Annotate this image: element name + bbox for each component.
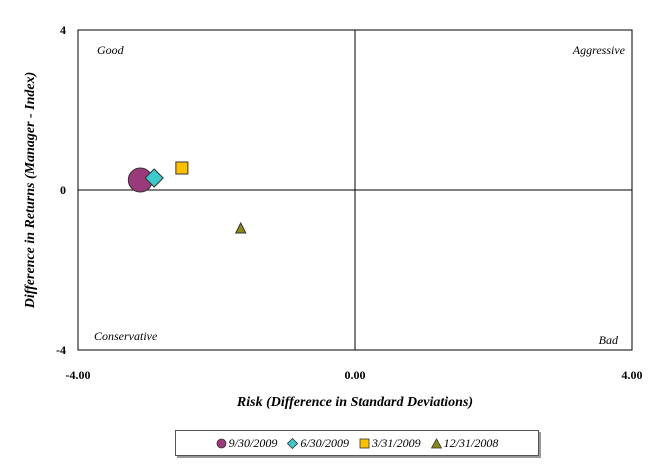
legend-item: 9/30/2009 [216, 435, 278, 451]
legend-label: 6/30/2009 [300, 435, 349, 450]
legend-triangle-marker [430, 437, 442, 448]
legend-square-marker [359, 438, 370, 448]
x-tick-label: -4.00 [66, 368, 91, 382]
legend-item: 3/31/2009 [359, 436, 421, 451]
quadrant-label-good: Good [97, 43, 125, 57]
legend-label: 9/30/2009 [228, 435, 278, 450]
x-tick-label: 0.00 [345, 368, 366, 382]
y-axis-title: Difference in Returns (Manager - Index) [23, 72, 38, 310]
legend: 9/30/2009 6/30/2009 3/31/2009 12/31/2008 [175, 430, 539, 456]
quadrant-label-conservative: Conservative [94, 329, 158, 343]
data-point-triangle [234, 221, 247, 234]
data-point-diamond [144, 168, 164, 188]
legend-label: 12/31/2008 [443, 435, 499, 450]
quadrant-label-bad: Bad [599, 333, 619, 347]
y-tick-label: 0 [60, 183, 66, 197]
legend-label: 3/31/2009 [372, 435, 421, 450]
y-tick-label: -4 [56, 343, 66, 357]
x-axis-title: Risk (Difference in Standard Deviations) [236, 395, 473, 410]
legend-item: 12/31/2008 [430, 435, 499, 451]
legend-diamond-marker [287, 437, 299, 449]
y-tick-label: 4 [60, 23, 66, 37]
quadrant-label-aggressive: Aggressive [572, 43, 626, 57]
data-point-square [175, 161, 189, 175]
legend-circle-marker [216, 438, 227, 448]
data-points [127, 161, 247, 234]
legend-item: 6/30/2009 [287, 436, 349, 451]
x-tick-label: 4.00 [622, 368, 643, 382]
